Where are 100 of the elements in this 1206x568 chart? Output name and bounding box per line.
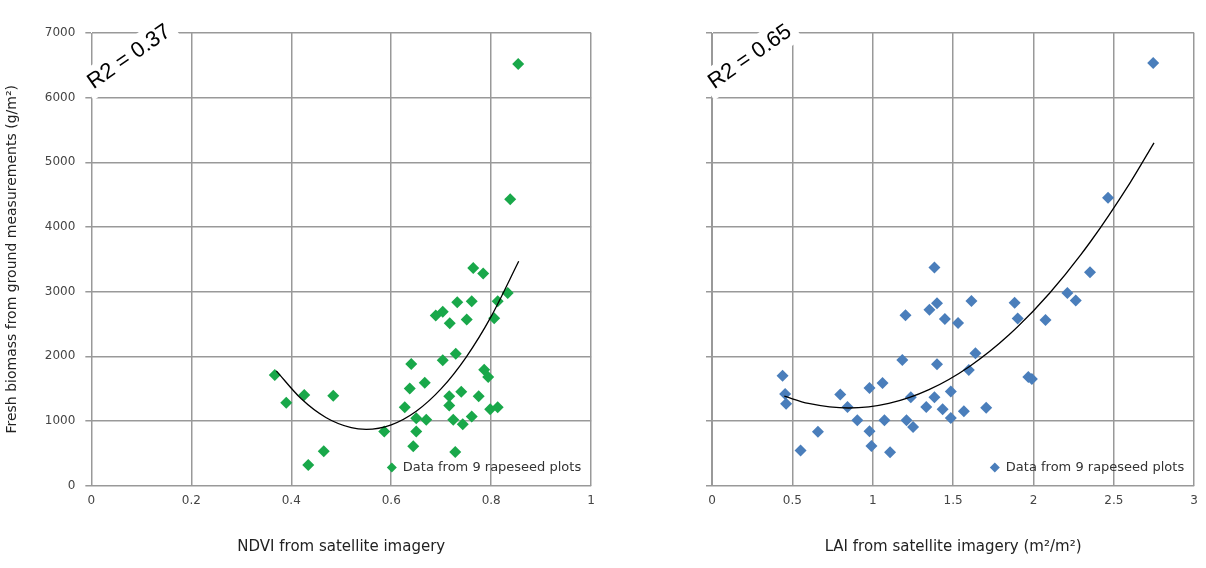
x-tick-label: 3 (1190, 492, 1198, 507)
point (436, 305, 449, 318)
point (1147, 57, 1160, 70)
point (907, 420, 920, 433)
y-tick-label: 3000 (44, 283, 76, 298)
point (465, 410, 478, 423)
x-axis-title: NDVI from satellite imagery (237, 536, 446, 555)
point (403, 382, 416, 395)
point (436, 354, 449, 367)
point (931, 358, 944, 371)
x-tick-label: 0.8 (481, 492, 501, 507)
y-tick-label: 6000 (44, 89, 76, 104)
point (865, 440, 878, 453)
point (429, 309, 442, 322)
point (1008, 296, 1021, 309)
point (899, 309, 912, 322)
point (896, 353, 909, 366)
point (268, 369, 281, 382)
point (1039, 313, 1052, 326)
point (928, 391, 941, 404)
point (455, 385, 468, 398)
point (478, 363, 491, 376)
point (884, 446, 897, 459)
annotation: R2 = 0.65 (702, 18, 796, 94)
point (965, 294, 978, 307)
x-tick-label: 2 (1029, 492, 1038, 507)
point (863, 425, 876, 438)
point (420, 413, 433, 426)
point (482, 370, 495, 383)
point (863, 381, 876, 394)
y-tick-label: 5000 (44, 154, 76, 169)
x-tick-label: 0 (87, 492, 96, 507)
point (936, 403, 949, 416)
point (405, 358, 418, 371)
point (780, 397, 793, 410)
point (449, 445, 462, 458)
x-tick-label: 1 (868, 492, 877, 507)
point (876, 376, 889, 389)
point (460, 313, 473, 326)
point (851, 414, 864, 427)
point (449, 347, 462, 360)
point (501, 286, 514, 299)
point (923, 303, 936, 316)
point (920, 401, 933, 414)
point (477, 267, 490, 280)
point (443, 399, 456, 412)
point (447, 413, 460, 426)
point (900, 414, 913, 427)
point (465, 295, 478, 308)
point (938, 312, 951, 325)
point (811, 425, 824, 438)
point (378, 425, 391, 438)
point (834, 388, 847, 401)
point (776, 369, 789, 382)
y-tick-label: 0 (67, 477, 76, 492)
point (418, 376, 431, 389)
point (317, 445, 330, 458)
point (1061, 286, 1074, 299)
point (410, 425, 423, 438)
point (410, 412, 423, 425)
point (980, 401, 993, 414)
point (298, 389, 311, 402)
point (969, 347, 982, 360)
point (1069, 294, 1082, 307)
point (327, 389, 340, 402)
point (451, 296, 464, 309)
y-axis-title: Fresh biomass from ground measurements (g/m²) (3, 85, 20, 434)
x-tick-label: 1 (587, 492, 595, 507)
point (467, 262, 480, 275)
x-tick-label: 0.6 (381, 492, 401, 507)
point (928, 261, 941, 274)
point (456, 418, 469, 431)
point (878, 414, 891, 427)
y-tick-label: 2000 (44, 348, 76, 363)
x-tick-label: 0.2 (181, 492, 201, 507)
point (504, 193, 517, 206)
point (443, 317, 456, 330)
y-tick-label: 7000 (44, 25, 76, 40)
point (931, 297, 944, 310)
point (1011, 312, 1024, 325)
legend-label: Data from 9 rapeseed plots (402, 458, 582, 474)
point (957, 405, 970, 418)
y-tick-label: 1000 (44, 413, 76, 428)
x-axis-title: LAI from satellite imagery (m²/m²) (824, 536, 1082, 555)
point (794, 444, 807, 457)
x-tick-label: 0.5 (782, 492, 802, 507)
point (1102, 191, 1115, 204)
point (407, 440, 420, 453)
x-tick-label: 1.5 (943, 492, 963, 507)
x-tick-label: 2.5 (1104, 492, 1124, 507)
point (398, 401, 411, 414)
point (512, 58, 525, 71)
y-tick-label: 4000 (44, 219, 76, 234)
point (952, 316, 965, 329)
x-tick-label: 0.4 (281, 492, 301, 507)
point (472, 390, 485, 403)
x-tick-label: 0 (708, 492, 716, 507)
point (944, 385, 957, 398)
point (302, 458, 315, 471)
legend-label: Data from 9 rapeseed plots (1005, 458, 1185, 474)
